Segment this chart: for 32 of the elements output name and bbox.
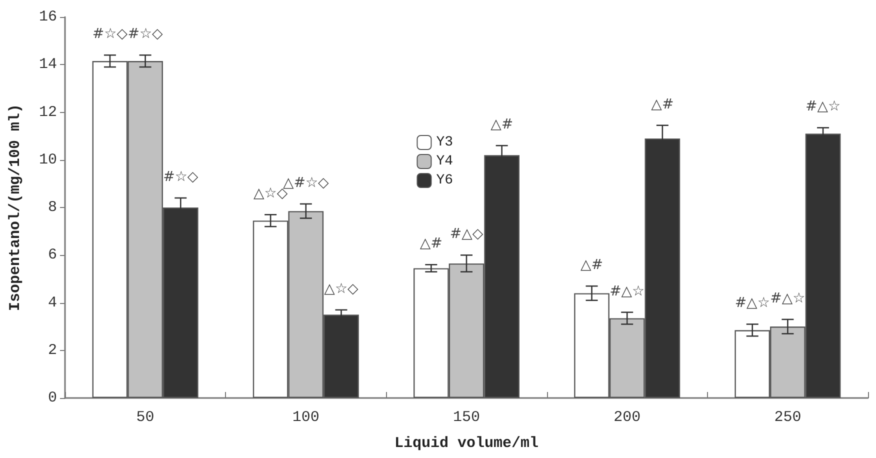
x-tick-label: 200	[614, 409, 641, 426]
y-tick-label: 0	[48, 390, 57, 406]
data-label: △☆◇	[324, 280, 359, 297]
data-label: #☆◇	[92, 26, 128, 42]
data-label: #△◇	[450, 226, 484, 242]
legend-label: Y3	[436, 134, 454, 150]
data-label: △#	[651, 96, 674, 112]
data-label: △#	[420, 236, 442, 252]
y-tick-label: 10	[38, 151, 57, 168]
y-tick-label: 4	[48, 294, 57, 312]
legend-label: Y4	[436, 154, 454, 170]
y-tick-label: 16	[38, 8, 57, 26]
x-tick-label: 50	[136, 409, 154, 426]
x-axis-title: Liquid volume/ml	[394, 435, 539, 452]
x-tick-label: 100	[292, 409, 320, 426]
data-label: #△☆	[610, 283, 645, 300]
y-tick-label: 2	[48, 342, 57, 359]
x-tick-label: 150	[452, 409, 480, 426]
data-label: #△☆	[770, 290, 806, 306]
y-axis-title: Isopentanol/(mg/100 ml)	[7, 104, 24, 312]
data-label: #△☆	[734, 295, 770, 312]
data-label: #△☆	[806, 98, 841, 115]
y-tick-label: 12	[38, 104, 57, 121]
y-tick-label: 8	[48, 199, 57, 216]
legend-label: Y6	[436, 172, 454, 188]
data-label: #☆◇	[163, 168, 198, 185]
data-label: △#	[490, 116, 514, 133]
data-label: #☆◇	[128, 26, 164, 42]
y-tick-label: 14	[38, 56, 57, 74]
x-tick-label: 250	[774, 409, 802, 426]
data-label: △#	[580, 257, 604, 274]
y-tick-label: 6	[48, 246, 57, 264]
